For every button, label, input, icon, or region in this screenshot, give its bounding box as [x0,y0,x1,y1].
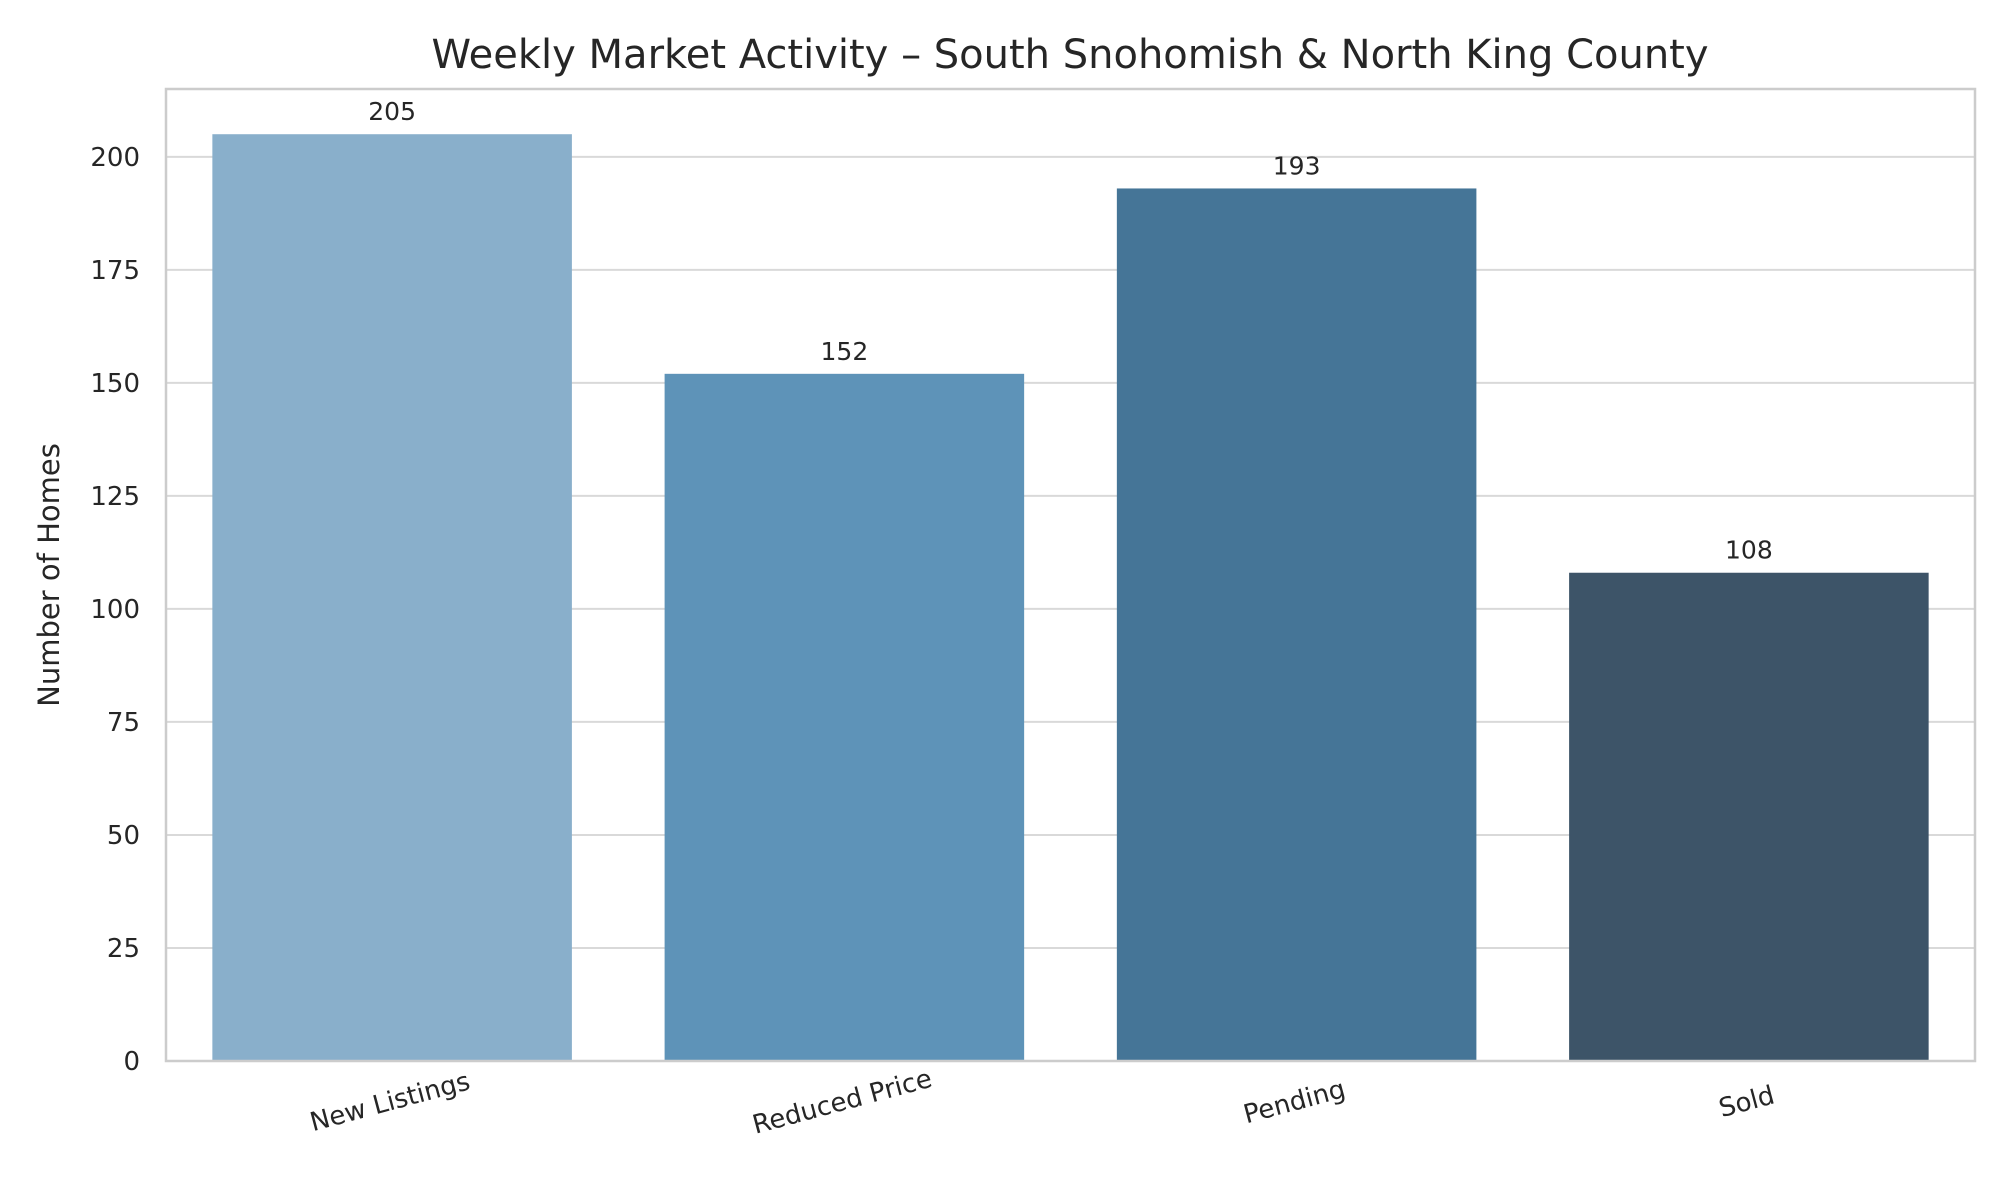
bar-value-labels: 205 152 193 108 [368,97,1772,565]
chart-title: Weekly Market Activity – South Snohomish… [431,32,1708,78]
y-tick-label: 0 [123,1047,140,1077]
bar-reduced-price [664,373,1025,1061]
y-tick-label: 125 [90,482,140,512]
plot-frame [164,87,1977,1063]
bar-value-label: 152 [821,337,869,366]
y-tick-label: 25 [107,934,140,964]
y-tick-label: 175 [90,256,140,286]
bar-pending [1116,188,1477,1062]
x-tick-label: Reduced Price [749,1064,935,1141]
bar-sold [1569,572,1929,1061]
x-tick-label: Sold [1716,1081,1778,1125]
y-tick-label: 200 [90,143,140,173]
y-tick-label: 150 [90,369,140,399]
bar-value-label: 108 [1725,536,1773,565]
y-tick-label: 50 [107,821,140,851]
bar-value-label: 193 [1273,151,1321,180]
y-tick-label: 75 [107,708,140,738]
y-axis-label: Number of Homes [32,443,66,707]
y-axis-ticks: 0 25 50 75 100 125 150 175 200 [90,143,140,1077]
x-tick-label: Pending [1240,1074,1348,1130]
bar-value-label: 205 [368,97,416,126]
x-tick-label: New Listings [307,1067,473,1138]
x-axis-ticks: New Listings Reduced Price Pending Sold [307,1064,1778,1141]
bars [212,134,1929,1062]
y-tick-label: 100 [90,595,140,625]
bar-new-listings [212,134,572,1062]
